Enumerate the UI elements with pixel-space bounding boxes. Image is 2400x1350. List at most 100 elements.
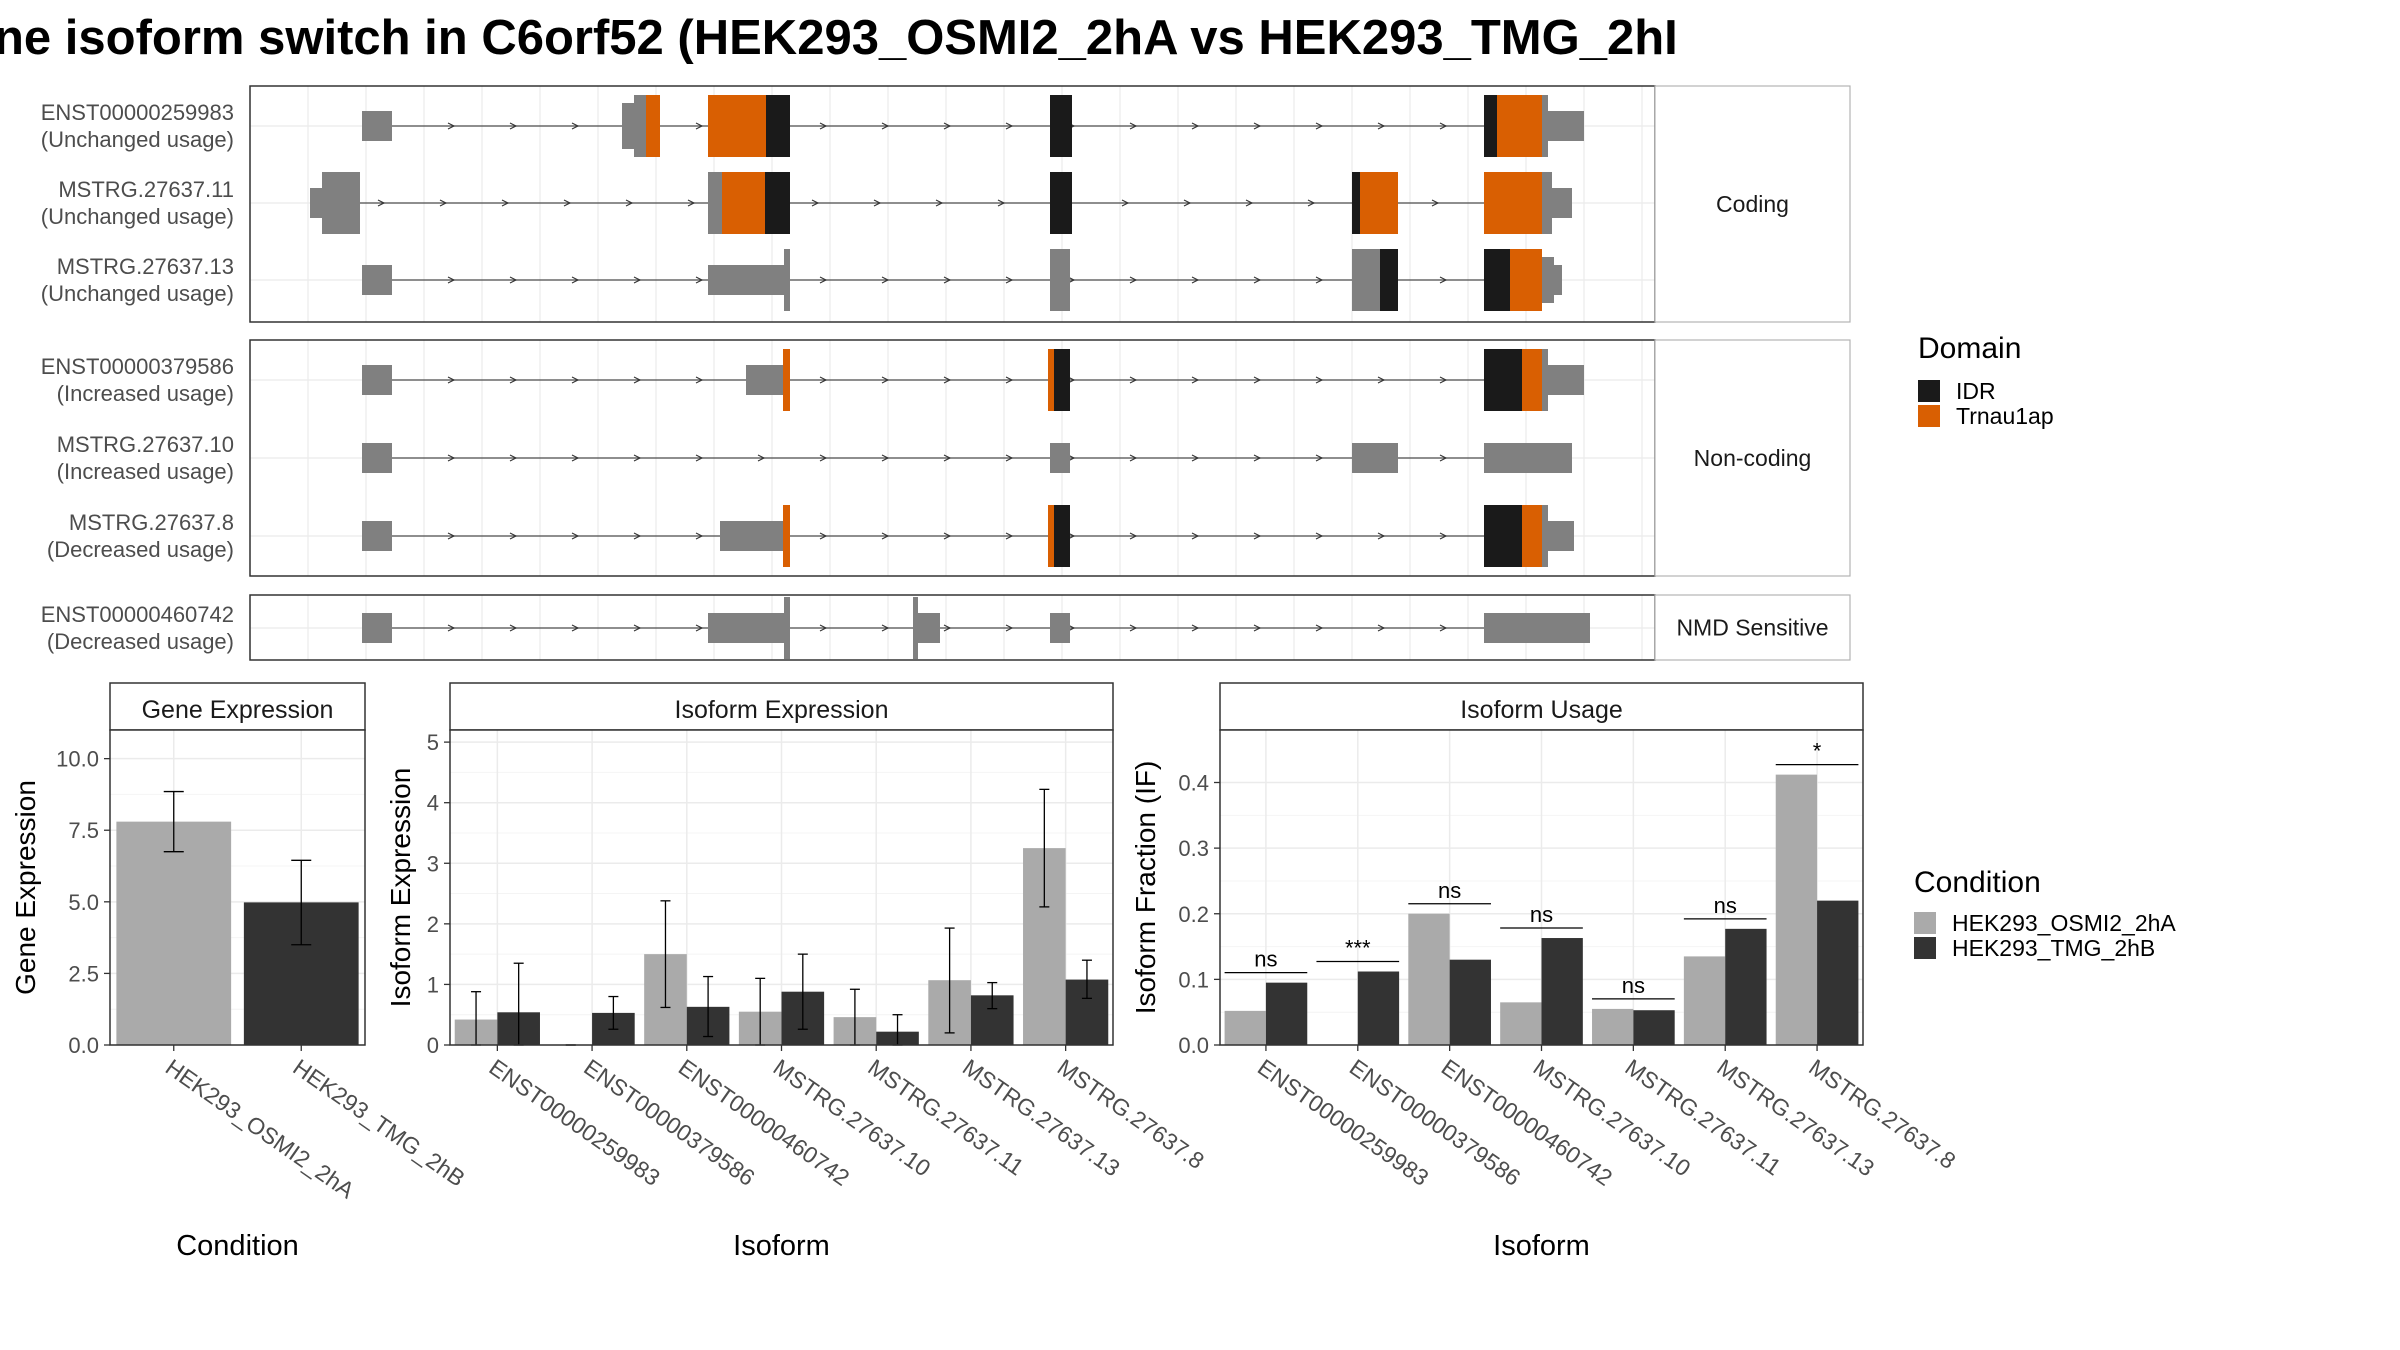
transcript-id-label: MSTRG.27637.8 xyxy=(69,510,234,535)
exon-block xyxy=(362,521,392,551)
y-tick-label: 0.3 xyxy=(1178,836,1209,861)
direction-chevron xyxy=(1431,199,1440,207)
exon-block xyxy=(784,249,790,311)
direction-chevron xyxy=(943,376,952,384)
direction-chevron xyxy=(1377,122,1386,130)
direction-chevron xyxy=(811,199,820,207)
y-axis-title: Gene Expression xyxy=(10,780,41,995)
transcript-id-label: MSTRG.27637.13 xyxy=(57,254,234,279)
x-tick-label: MSTRG.27637.11 xyxy=(863,1054,1028,1181)
transcript-usage-label: (Increased usage) xyxy=(57,459,234,484)
exon-block xyxy=(1484,443,1572,473)
domain-trnau1ap xyxy=(783,349,790,411)
domain-legend-key xyxy=(1918,405,1940,427)
direction-chevron xyxy=(509,276,518,284)
exon-block xyxy=(362,613,392,643)
direction-chevron xyxy=(935,199,944,207)
direction-chevron xyxy=(1191,624,1200,632)
direction-chevron xyxy=(1439,624,1448,632)
domain-trnau1ap xyxy=(1522,349,1542,411)
transcript-usage-label: (Increased usage) xyxy=(57,381,234,406)
chart-strip-title: Gene Expression xyxy=(142,696,334,724)
direction-chevron xyxy=(633,532,642,540)
x-tick-label: ENST00000460742 xyxy=(1437,1054,1617,1191)
exon-block xyxy=(1548,111,1584,141)
direction-chevron xyxy=(1377,532,1386,540)
y-tick-label: 1 xyxy=(427,972,439,997)
exon-block xyxy=(708,172,722,234)
bar xyxy=(116,821,232,1045)
exon-block xyxy=(1548,521,1574,551)
direction-chevron xyxy=(695,376,704,384)
direction-chevron xyxy=(1005,532,1014,540)
significance-label: ns xyxy=(1254,947,1277,972)
direction-chevron xyxy=(1005,122,1014,130)
exon-block xyxy=(1352,249,1380,311)
direction-chevron xyxy=(1253,624,1262,632)
direction-chevron xyxy=(1121,199,1130,207)
y-tick-label: 2.5 xyxy=(68,961,99,986)
chart-panel-border xyxy=(109,729,366,1046)
exon-block xyxy=(1542,257,1554,303)
x-tick-label: MSTRG.27637.10 xyxy=(1529,1054,1696,1182)
direction-chevron xyxy=(1129,532,1138,540)
direction-chevron xyxy=(1307,199,1316,207)
significance-label: *** xyxy=(1345,936,1371,961)
structure-strip-label: NMD Sensitive xyxy=(1676,615,1828,641)
direction-chevron xyxy=(509,532,518,540)
direction-chevron xyxy=(943,532,952,540)
chart-strip-title: Isoform Usage xyxy=(1460,696,1623,724)
domain-idr xyxy=(765,172,790,234)
exon-block xyxy=(913,597,918,659)
direction-chevron xyxy=(819,276,828,284)
exon-block xyxy=(1542,505,1548,567)
bar-osmi xyxy=(1500,1002,1542,1045)
chart-strip-title: Isoform Expression xyxy=(675,696,889,724)
domain-idr xyxy=(766,95,790,157)
x-tick-label: MSTRG.27637.13 xyxy=(1712,1054,1879,1182)
direction-chevron xyxy=(881,122,890,130)
structure-panel-bg xyxy=(250,86,1655,322)
transcript-usage-label: (Unchanged usage) xyxy=(41,281,234,306)
direction-chevron xyxy=(1245,199,1254,207)
direction-chevron xyxy=(1191,454,1200,462)
domain-idr xyxy=(1484,249,1510,311)
domain-idr xyxy=(1380,249,1398,311)
direction-chevron xyxy=(695,122,704,130)
direction-chevron xyxy=(1253,532,1262,540)
direction-chevron xyxy=(695,454,704,462)
structure-strip xyxy=(1654,339,1851,577)
domain-legend-title: Domain xyxy=(1918,332,2021,365)
direction-chevron xyxy=(819,376,828,384)
direction-chevron xyxy=(1129,276,1138,284)
domain-trnau1ap xyxy=(1360,172,1398,234)
direction-chevron xyxy=(377,199,386,207)
direction-chevron xyxy=(687,199,696,207)
y-axis-title: Isoform Expression xyxy=(385,768,416,1008)
direction-chevron xyxy=(1315,122,1324,130)
direction-chevron xyxy=(571,532,580,540)
bar-osmi xyxy=(1683,956,1726,1045)
direction-chevron xyxy=(881,532,890,540)
condition-legend-title: Condition xyxy=(1914,866,2041,899)
direction-chevron xyxy=(695,624,704,632)
exon-block xyxy=(622,103,634,149)
domain-trnau1ap xyxy=(1497,95,1542,157)
x-tick-label: ENST00000259983 xyxy=(1253,1054,1433,1191)
exon-block xyxy=(1352,443,1398,473)
direction-chevron xyxy=(509,376,518,384)
direction-chevron xyxy=(571,376,580,384)
y-tick-label: 5 xyxy=(427,730,439,755)
exon-block xyxy=(1552,188,1572,218)
direction-chevron xyxy=(943,624,952,632)
direction-chevron xyxy=(819,624,828,632)
domain-trnau1ap xyxy=(708,95,766,157)
direction-chevron xyxy=(1005,624,1014,632)
direction-chevron xyxy=(881,276,890,284)
direction-chevron xyxy=(447,624,456,632)
direction-chevron xyxy=(819,532,828,540)
exon-block xyxy=(310,188,322,218)
exon-block xyxy=(918,613,940,643)
direction-chevron xyxy=(943,122,952,130)
